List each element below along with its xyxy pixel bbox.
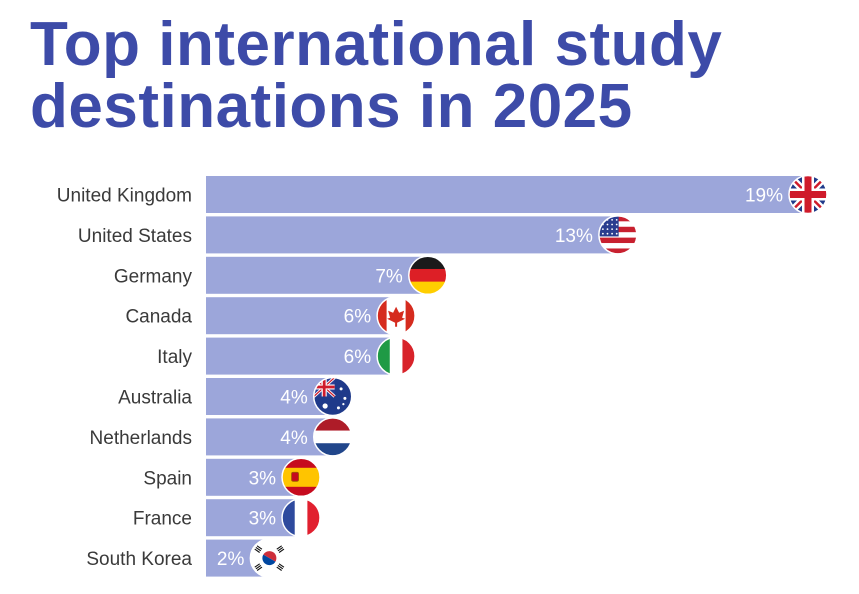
- bar-row: South Korea 2%: [86, 538, 290, 578]
- category-label: United Kingdom: [57, 186, 192, 207]
- bar: [206, 256, 428, 294]
- australia-flag-icon: [312, 376, 353, 417]
- bar-row: Canada 6%: [125, 295, 416, 336]
- bar: [206, 216, 618, 254]
- value-label: 3%: [249, 509, 277, 530]
- category-label: Italy: [157, 347, 192, 368]
- bar-row: France 3%: [133, 497, 321, 538]
- category-label: Australia: [118, 388, 192, 409]
- bar: [206, 297, 397, 335]
- value-label: 4%: [280, 388, 308, 409]
- category-label: Netherlands: [90, 428, 192, 449]
- value-label: 19%: [745, 186, 783, 207]
- value-label: 6%: [344, 347, 372, 368]
- value-label: 6%: [344, 307, 372, 328]
- category-label: Spain: [143, 468, 192, 489]
- spain-flag-icon: [281, 457, 321, 498]
- bar-row: Netherlands 4%: [90, 417, 353, 457]
- germany-flag-icon: [408, 255, 448, 296]
- category-label: Canada: [125, 307, 192, 328]
- france-flag-icon: [281, 497, 321, 538]
- value-label: 3%: [249, 468, 277, 489]
- canada-flag-icon: [376, 295, 416, 336]
- category-label: South Korea: [86, 549, 192, 570]
- bar-row: Italy 6%: [157, 336, 416, 376]
- value-label: 13%: [555, 226, 593, 247]
- uk-flag-icon: [788, 174, 828, 215]
- category-label: Germany: [114, 266, 193, 287]
- bar-row: Germany 7%: [114, 255, 448, 296]
- category-label: France: [133, 509, 192, 530]
- chart-title: Top international study destinations in …: [30, 14, 830, 138]
- bar-row: United States 13%: [78, 215, 638, 255]
- bar: [206, 378, 333, 415]
- bar-row: United Kingdom 19%: [57, 174, 828, 215]
- chart-title-line-2: destinations in 2025: [30, 72, 633, 141]
- value-label: 4%: [280, 428, 308, 449]
- bar: [206, 176, 808, 213]
- bar-row: Australia 4%: [118, 376, 353, 417]
- chart-title-line-1: Top international study: [30, 10, 723, 79]
- bar: [206, 418, 333, 456]
- bar-row: Spain 3%: [143, 457, 321, 498]
- us-flag-icon: [598, 215, 638, 255]
- italy-flag-icon: [376, 336, 416, 376]
- value-label: 7%: [375, 266, 403, 287]
- netherlands-flag-icon: [312, 417, 353, 457]
- south-korea-flag-icon: [249, 538, 290, 578]
- value-label: 2%: [217, 549, 245, 570]
- category-label: United States: [78, 226, 192, 247]
- bar: [206, 337, 397, 375]
